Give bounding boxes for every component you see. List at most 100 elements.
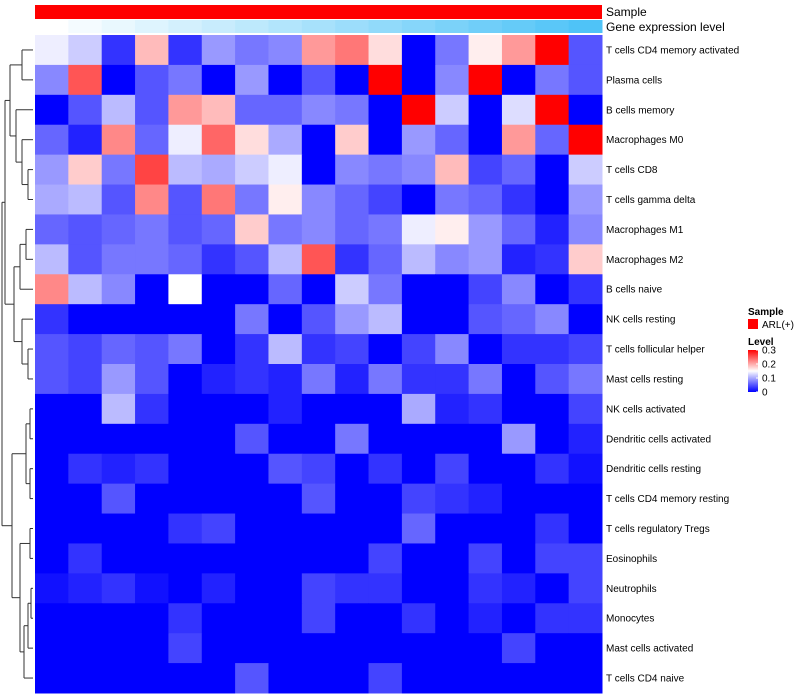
heatmap-cell [168, 543, 203, 574]
heatmap-cell [201, 543, 236, 574]
heatmap-cell [335, 603, 370, 634]
heatmap-cell [135, 64, 169, 96]
heatmap-cell [135, 513, 169, 544]
heatmap-cell [301, 513, 336, 544]
expression-annotation-cell [301, 20, 336, 33]
heatmap-cell [401, 483, 436, 515]
row-label: Mast cells activated [606, 644, 693, 655]
heatmap-cell [68, 543, 103, 574]
heatmap-cell [68, 124, 103, 156]
heatmap-cell [168, 244, 203, 275]
heatmap-cell [368, 64, 403, 96]
heatmap-cell [568, 453, 603, 485]
heatmap-cell [568, 393, 603, 425]
heatmap-cell [301, 244, 336, 275]
heatmap-cell [501, 453, 536, 485]
heatmap-cell [168, 483, 203, 515]
heatmap-cell [268, 304, 303, 335]
heatmap-cell [335, 35, 370, 66]
heatmap-cell [568, 64, 603, 96]
heatmap-cell [568, 364, 603, 395]
heatmap-cell [68, 304, 103, 335]
row-label: Plasma cells [606, 75, 662, 86]
heatmap-cell [568, 483, 603, 515]
row-label: NK cells resting [606, 315, 675, 326]
heatmap-cell [435, 513, 470, 544]
heatmap-cell [35, 214, 69, 245]
heatmap-cell [268, 94, 303, 126]
heatmap-cell [268, 184, 303, 215]
heatmap-cell [535, 154, 570, 186]
heatmap-cell [568, 663, 603, 694]
heatmap-cell [135, 154, 169, 186]
heatmap-cell [68, 633, 103, 664]
heatmap-cell [35, 453, 69, 485]
heatmap-cell [301, 35, 336, 66]
heatmap-cell [135, 633, 169, 664]
heatmap-cell [435, 64, 470, 96]
heatmap-cell [168, 603, 203, 634]
heatmap-cell [568, 573, 603, 604]
heatmap-cell [468, 393, 503, 425]
heatmap-cell [501, 513, 536, 544]
heatmap-cell [168, 214, 203, 245]
heatmap-cell [35, 154, 69, 186]
row-label: T cells follicular helper [606, 345, 705, 356]
heatmap-cell [268, 423, 303, 455]
heatmap-cell [335, 184, 370, 215]
heatmap-cell [201, 304, 236, 335]
heatmap-cell [135, 35, 169, 66]
row-label: Neutrophils [606, 584, 657, 595]
heatmap-cell [368, 214, 403, 245]
row-label: Macrophages M2 [606, 255, 684, 266]
heatmap-cell [35, 513, 69, 544]
heatmap-cell [101, 423, 136, 455]
expression-annotation-cell [135, 20, 169, 33]
heatmap-cell [368, 483, 403, 515]
expression-annotation-cell [368, 20, 403, 33]
heatmap-cell [35, 633, 69, 664]
expression-annotation-cell [535, 20, 570, 33]
heatmap-cell [568, 513, 603, 544]
heatmap-cell [268, 453, 303, 485]
heatmap-cell [335, 633, 370, 664]
heatmap-cell [135, 214, 169, 245]
heatmap-cell [201, 124, 236, 156]
heatmap-cell [501, 64, 536, 96]
expression-annotation-cell [268, 20, 303, 33]
heatmap-cell [235, 573, 269, 604]
heatmap-cell [368, 513, 403, 544]
heatmap-cell [435, 214, 470, 245]
heatmap-cell [468, 663, 503, 694]
heatmap-cell [301, 573, 336, 604]
heatmap-cell [101, 184, 136, 215]
heatmap-cell [235, 543, 269, 574]
heatmap-cell [268, 244, 303, 275]
heatmap-cell [435, 334, 470, 365]
heatmap-cell [501, 94, 536, 126]
heatmap-cell [568, 154, 603, 186]
heatmap-cell [268, 154, 303, 186]
heatmap-cell [501, 633, 536, 664]
heatmap-cell [368, 154, 403, 186]
heatmap-cell [101, 453, 136, 485]
heatmap-cell [168, 573, 203, 604]
heatmap-cell [168, 393, 203, 425]
heatmap-cell [301, 184, 336, 215]
heatmap-cell [468, 274, 503, 305]
heatmap-cell [101, 334, 136, 365]
heatmap-cell [435, 35, 470, 66]
heatmap-cell [168, 304, 203, 335]
heatmap-cell [35, 64, 69, 96]
heatmap-cell [335, 573, 370, 604]
heatmap-cell [268, 35, 303, 66]
heatmap-cell [501, 124, 536, 156]
row-label: Dendritic cells resting [606, 464, 701, 475]
heatmap-cell [368, 364, 403, 395]
row-label: Monocytes [606, 614, 654, 625]
heatmap-cell [235, 124, 269, 156]
heatmap-cell [68, 483, 103, 515]
heatmap-cell [68, 35, 103, 66]
heatmap-cell [501, 334, 536, 365]
